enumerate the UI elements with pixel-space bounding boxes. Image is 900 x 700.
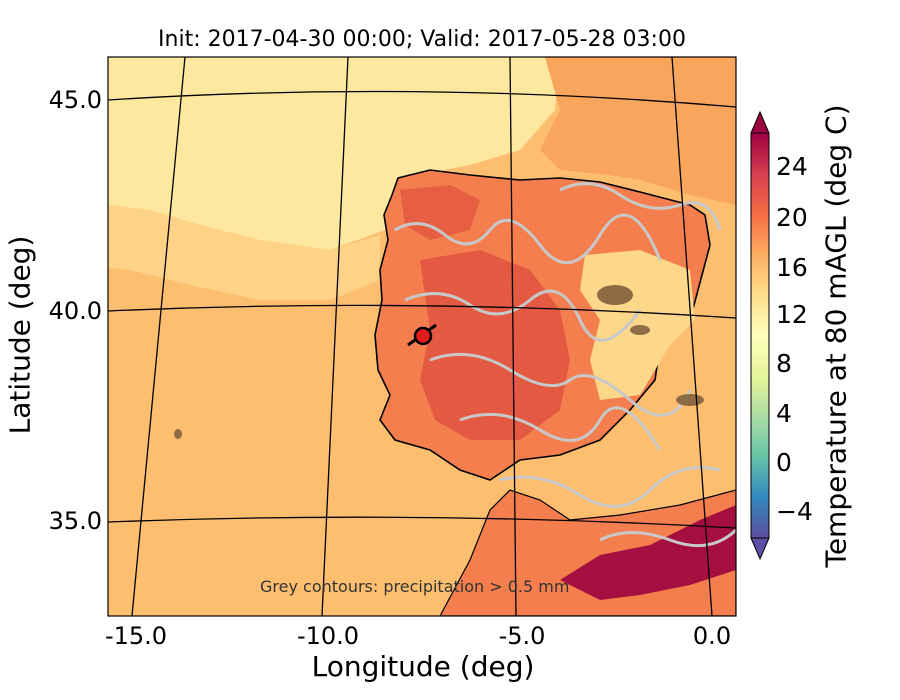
colorbar-top-extension [750, 110, 770, 134]
x-tick-label: 0.0 [692, 622, 732, 650]
x-axis-label: Longitude (deg) [311, 650, 535, 683]
precipitation-contours [394, 182, 736, 548]
meridian-minus-5 [509, 57, 517, 616]
x-tick-label: -15.0 [104, 622, 168, 650]
plot-frame [107, 56, 737, 617]
colorbar-tick-label: 0 [776, 448, 792, 477]
x-tick-label: -10.0 [296, 622, 360, 650]
dark-precip-patches [174, 285, 704, 439]
mild-ocean-band [108, 205, 380, 300]
precipitation-note: Grey contours: precipitation > 0.5 mm [260, 577, 570, 596]
colorbar-body [750, 132, 770, 539]
meridian-minus-15 [131, 57, 186, 616]
colorbar-tick-label: 12 [776, 300, 808, 329]
meridian-minus-10 [321, 57, 349, 616]
x-tick-label: -5.0 [498, 622, 546, 650]
colorbar-tick-label: 24 [776, 152, 808, 181]
colorbar [750, 110, 770, 561]
colorbar-label: Temperature at 80 mAGL (deg C) [819, 104, 853, 568]
parallel-45 [108, 90, 736, 108]
colorbar-tick-label: 4 [776, 399, 792, 428]
france-land [540, 57, 736, 205]
y-tick-label: 45.0 [48, 86, 102, 114]
colorbar-tick-label: 8 [776, 349, 792, 378]
site-marker[interactable] [413, 326, 433, 346]
cool-ocean-region [108, 57, 560, 250]
map-title: Init: 2017-04-30 00:00; Valid: 2017-05-2… [158, 27, 686, 52]
graticule [108, 57, 736, 616]
colorbar-bottom-extension [750, 537, 770, 561]
y-axis-label: Latitude (deg) [3, 235, 37, 435]
colorbar-tick-label: 16 [776, 253, 808, 282]
map-plot-area [108, 57, 736, 616]
africa-hot-region [560, 505, 736, 600]
y-tick-label: 40.0 [48, 297, 102, 325]
y-tick-label: 35.0 [48, 507, 102, 535]
hot-northwest [400, 185, 480, 240]
parallel-40 [108, 304, 736, 319]
parallel-35 [108, 516, 736, 529]
colorbar-tick-label: 20 [776, 203, 808, 232]
meridian-0 [671, 57, 713, 616]
colorbar-tick-label: −4 [776, 497, 813, 526]
